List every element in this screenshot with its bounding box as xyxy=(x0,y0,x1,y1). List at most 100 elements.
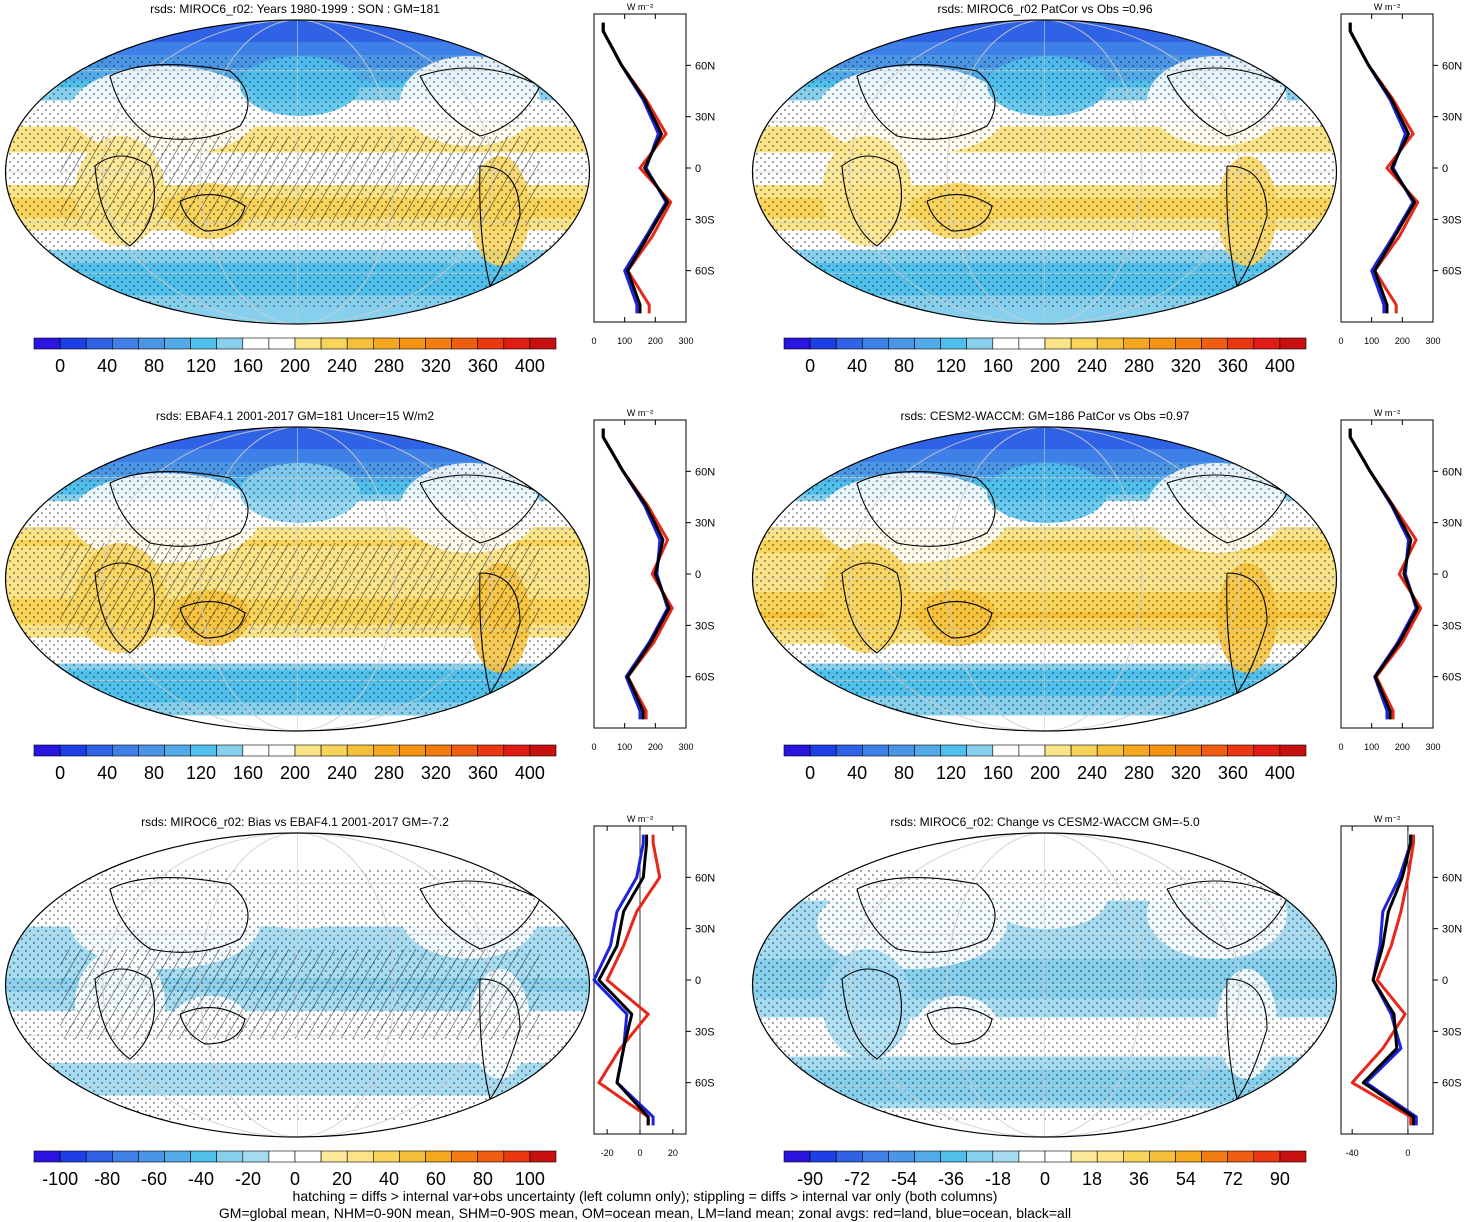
colorbar-swatch xyxy=(1228,1151,1254,1162)
colorbar-swatch xyxy=(34,338,60,349)
colorbar-swatch xyxy=(1176,1151,1202,1162)
x-tick-label: 0 xyxy=(1338,742,1343,752)
colorbar-label: 0 xyxy=(805,356,815,376)
colorbar-swatch xyxy=(321,1151,347,1162)
colorbar-swatch xyxy=(784,745,810,756)
global-map xyxy=(0,16,595,328)
lat-tick-label: 60S xyxy=(695,672,715,684)
x-tick-label: 0 xyxy=(1338,336,1343,346)
lat-tick-label: 0 xyxy=(695,569,701,581)
colorbar-swatch xyxy=(836,338,862,349)
colorbar-label: 18 xyxy=(1082,1169,1102,1189)
colorbar-swatch xyxy=(1045,745,1071,756)
x-tick-label: 200 xyxy=(1395,742,1410,752)
lat-tick-label: 0 xyxy=(695,163,701,175)
colorbar-swatch xyxy=(478,1151,504,1162)
map-field xyxy=(747,423,1342,735)
panel-title: rsds: EBAF4.1 2001-2017 GM=181 Uncer=15 … xyxy=(0,409,590,423)
lat-tick-label: 30S xyxy=(1442,214,1462,226)
colorbar-label: -18 xyxy=(985,1169,1011,1189)
colorbar-swatch xyxy=(347,1151,373,1162)
x-tick-label: 0 xyxy=(591,742,596,752)
profile-frame xyxy=(1341,826,1433,1134)
colorbar-label: 120 xyxy=(186,763,216,783)
colorbar-swatch xyxy=(191,1151,217,1162)
all-curve xyxy=(1350,429,1418,720)
colorbar-label: 200 xyxy=(1030,763,1060,783)
colorbar-swatch xyxy=(321,338,347,349)
colorbar-swatch xyxy=(862,745,888,756)
land-curve xyxy=(599,835,660,1126)
colorbar-swatch xyxy=(530,338,556,349)
lat-tick-label: 60N xyxy=(1442,466,1462,478)
lat-tick-label: 0 xyxy=(1442,569,1448,581)
colorbar-swatch xyxy=(112,338,138,349)
colorbar-swatch xyxy=(1097,745,1123,756)
colorbar-swatch xyxy=(1149,745,1175,756)
colorbar-swatch xyxy=(810,1151,836,1162)
colorbar-label: 200 xyxy=(280,763,310,783)
colorbar-swatch xyxy=(373,1151,399,1162)
colorbar-swatch xyxy=(1228,338,1254,349)
x-tick-label: 200 xyxy=(648,742,663,752)
lat-tick-label: 0 xyxy=(695,975,701,987)
colorbar-label: 240 xyxy=(1077,356,1107,376)
colorbar-label: 60 xyxy=(426,1169,446,1189)
colorbar-label: 320 xyxy=(1171,763,1201,783)
land-curve xyxy=(603,23,671,314)
colorbar-label: 280 xyxy=(374,763,404,783)
colorbar-swatch xyxy=(112,745,138,756)
colorbar-swatch xyxy=(941,1151,967,1162)
profile-unit: W m⁻² xyxy=(627,2,653,12)
colorbar-swatch xyxy=(269,1151,295,1162)
panel-title: rsds: MIROC6_r02: Change vs CESM2-WACCM … xyxy=(745,815,1345,829)
colorbar-label: 80 xyxy=(894,763,914,783)
colorbar-swatch xyxy=(530,745,556,756)
colorbar-label: 360 xyxy=(468,356,498,376)
lat-tick-label: 60S xyxy=(1442,266,1462,278)
colorbar-swatch xyxy=(1019,745,1045,756)
x-tick-label: 20 xyxy=(668,1148,678,1158)
lat-tick-label: 30N xyxy=(1442,112,1462,124)
colorbar-label: 200 xyxy=(280,356,310,376)
land-curve xyxy=(1350,429,1421,720)
colorbar-label: 40 xyxy=(847,763,867,783)
colorbar-swatch xyxy=(1202,745,1228,756)
map-field xyxy=(0,16,595,328)
colorbar-label: -72 xyxy=(844,1169,870,1189)
colorbar-swatch xyxy=(452,338,478,349)
colorbar-swatch xyxy=(269,338,295,349)
colorbar-label: 240 xyxy=(327,763,357,783)
colorbar-label: 400 xyxy=(515,763,545,783)
colorbar-label: 200 xyxy=(1030,356,1060,376)
colorbar-label: 120 xyxy=(936,356,966,376)
ocean-curve xyxy=(603,429,667,720)
colorbar-label: 360 xyxy=(468,763,498,783)
colorbar-swatch xyxy=(967,338,993,349)
colorbar-swatch xyxy=(993,338,1019,349)
colorbar-label: 40 xyxy=(97,356,117,376)
x-tick-label: 0 xyxy=(591,336,596,346)
colorbar-swatch xyxy=(1019,338,1045,349)
colorbar-swatch xyxy=(1280,338,1306,349)
profile-unit: W m⁻² xyxy=(1374,814,1400,824)
colorbar-swatch xyxy=(86,1151,112,1162)
colorbar-swatch xyxy=(504,338,530,349)
colorbar-label: 120 xyxy=(186,356,216,376)
colorbar-label: 90 xyxy=(1270,1169,1290,1189)
lat-tick-label: 60S xyxy=(1442,1078,1462,1090)
colorbar-swatch xyxy=(784,1151,810,1162)
lat-tick-label: 60S xyxy=(695,266,715,278)
profile-unit: W m⁻² xyxy=(1374,2,1400,12)
colorbar-label: -36 xyxy=(938,1169,964,1189)
colorbar-label: -54 xyxy=(891,1169,917,1189)
colorbar-label: 36 xyxy=(1129,1169,1149,1189)
colorbar-label: 240 xyxy=(327,356,357,376)
colorbar-label: 20 xyxy=(332,1169,352,1189)
hatching xyxy=(60,136,540,226)
colorbar-label: 0 xyxy=(290,1169,300,1189)
map-field xyxy=(747,829,1342,1141)
profile-unit: W m⁻² xyxy=(1374,408,1400,418)
global-map xyxy=(747,16,1342,328)
